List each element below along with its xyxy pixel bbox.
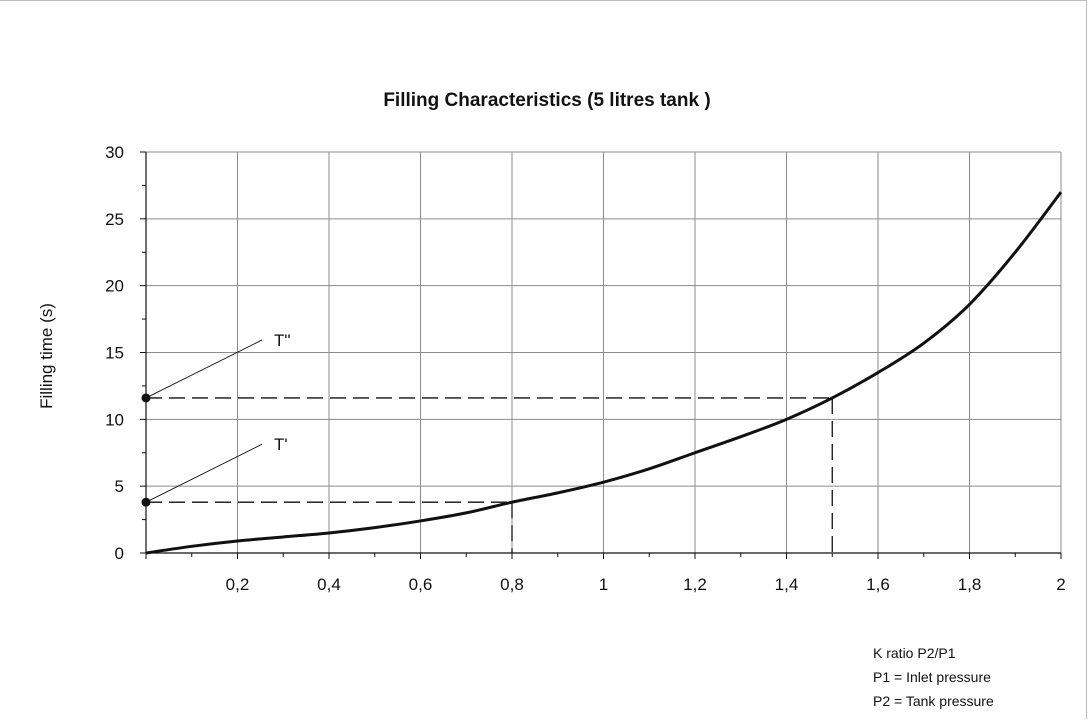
x-tick-label-0: 0,2 bbox=[226, 575, 250, 594]
x-tick-label-3: 0,8 bbox=[500, 575, 524, 594]
axes bbox=[140, 151, 1062, 559]
callouts: T' T" bbox=[141, 331, 290, 507]
y-axis-label: Filling time (s) bbox=[37, 303, 56, 409]
x-tick-label-6: 1,4 bbox=[775, 575, 799, 594]
x-tick-label-4: 1 bbox=[599, 575, 608, 594]
callout-marker-1 bbox=[141, 393, 151, 403]
x-tick-label-1: 0,4 bbox=[317, 575, 341, 594]
y-tick-label-5: 25 bbox=[105, 210, 124, 229]
y-tick-label-0: 0 bbox=[115, 544, 124, 563]
filling-time-curve bbox=[145, 191, 1063, 555]
curve bbox=[145, 191, 1063, 555]
x-tick-label-5: 1,2 bbox=[683, 575, 707, 594]
tick-labels: 0 5 10 15 20 25 30 0,2 0,4 0,6 0,8 1 1,2 1,4 1,6 1,8 2 bbox=[105, 143, 1066, 594]
note-p2: P2 = Tank pressure bbox=[873, 693, 994, 709]
y-tick-label-1: 5 bbox=[115, 477, 124, 496]
x-tick-label-8: 1,8 bbox=[958, 575, 982, 594]
guide-lines bbox=[146, 397, 833, 553]
x-tick-label-9: 2 bbox=[1056, 575, 1065, 594]
x-tick-label-7: 1,6 bbox=[866, 575, 890, 594]
x-tick-label-2: 0,6 bbox=[409, 575, 433, 594]
callout-marker-0 bbox=[141, 497, 151, 507]
y-tick-label-2: 10 bbox=[105, 410, 124, 429]
chart-title: Filling Characteristics (5 litres tank ) bbox=[383, 90, 710, 111]
y-tick-label-4: 20 bbox=[105, 277, 124, 296]
y-tick-label-3: 15 bbox=[105, 344, 124, 363]
note-k-ratio: K ratio P2/P1 bbox=[873, 645, 956, 661]
callout-leader-0 bbox=[145, 443, 263, 503]
grid bbox=[146, 151, 1062, 553]
note-p1: P1 = Inlet pressure bbox=[873, 669, 991, 685]
y-tick-label-6: 30 bbox=[105, 143, 124, 162]
callout-label-0: T' bbox=[274, 435, 288, 454]
callout-label-1: T" bbox=[274, 331, 290, 350]
callout-leader-1 bbox=[145, 339, 263, 399]
